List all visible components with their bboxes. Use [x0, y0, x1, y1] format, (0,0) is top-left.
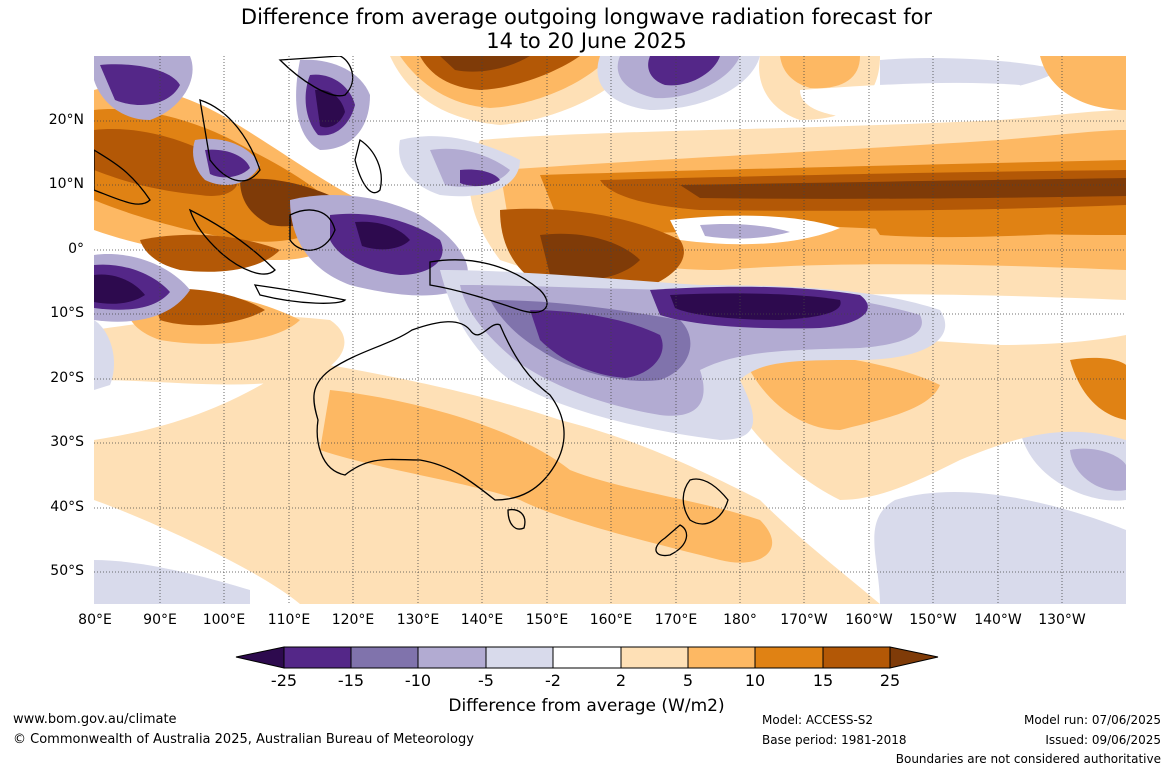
lat-label: 50°S — [50, 563, 84, 579]
colorbar-bin--15--10 — [350, 646, 419, 669]
lon-label: 140°W — [974, 612, 1022, 628]
colorbar-bin--5--2 — [485, 646, 554, 669]
lat-label: 10°N — [48, 176, 84, 192]
sumatra-coastline — [188, 208, 276, 275]
colorbar-title: Difference from average (W/m2) — [448, 696, 725, 716]
coastlines — [94, 56, 729, 557]
model-name: Model: ACCESS-S2 — [762, 713, 874, 727]
anomaly-fields — [94, 56, 1126, 604]
colorbar-tick: 2 — [615, 671, 627, 690]
base-period: Base period: 1981-2018 — [762, 733, 907, 747]
lat-label: 30°S — [50, 434, 84, 450]
lat-label: 10°S — [50, 305, 84, 321]
lon-label: 90°E — [143, 612, 177, 628]
lat-label: 20°N — [48, 112, 84, 128]
lon-label: 170°W — [780, 612, 828, 628]
colorbar-tick: -10 — [404, 671, 432, 690]
positive-anomaly-south — [94, 288, 1126, 604]
gridlines — [94, 56, 1126, 604]
lon-label: 110°E — [267, 612, 311, 628]
borneo-coastline — [289, 209, 336, 251]
colorbar-bin-10-15 — [754, 646, 824, 669]
maritime-continent-fields — [94, 56, 468, 390]
lat-label: 0° — [68, 241, 84, 257]
colorbar-tick: -15 — [337, 671, 365, 690]
colorbar-tick: 10 — [744, 671, 766, 690]
website-link[interactable]: www.bom.gov.au/climate — [13, 712, 177, 727]
colorbar-tick: 15 — [812, 671, 834, 690]
lon-label: 130°E — [396, 612, 440, 628]
colorbar-bin-2-5 — [620, 646, 689, 669]
lon-label: 80°E — [78, 612, 112, 628]
new-zealand-coastline — [655, 478, 729, 557]
positive-anomaly-equatorial — [469, 110, 1126, 300]
lon-label: 120°E — [331, 612, 375, 628]
colorbar-bin-15-25 — [822, 646, 891, 669]
title-line-1: Difference from average outgoing longwav… — [240, 5, 933, 29]
lon-label: 130°W — [1038, 612, 1086, 628]
title-line-2: 14 to 20 June 2025 — [486, 29, 687, 53]
north-pacific-fields — [390, 56, 1126, 197]
colorbar-bin-below--25 — [235, 646, 285, 669]
colorbar-bin--25--15 — [283, 646, 352, 669]
lon-label: 100°E — [202, 612, 246, 628]
lat-label: 40°S — [50, 499, 84, 515]
model-run-date: Model run: 07/06/2025 — [1023, 713, 1161, 727]
boundaries-disclaimer: Boundaries are not considered authoritat… — [895, 752, 1161, 766]
lon-label: 180° — [723, 612, 757, 628]
negative-anomaly-southeast — [94, 58, 1126, 604]
colorbar-tick: 25 — [879, 671, 901, 690]
colorbar-tick: -5 — [478, 671, 494, 690]
copyright-text: © Commonwealth of Australia 2025, Austra… — [13, 732, 474, 747]
colorbar-tick: -2 — [545, 671, 561, 690]
neutral-zone — [800, 82, 1020, 120]
australia-coastline — [313, 321, 565, 501]
colorbar-bin-above-25 — [889, 646, 939, 669]
colorbar-tick: -25 — [270, 671, 298, 690]
anomaly-map — [94, 56, 1126, 669]
lon-label: 150°E — [525, 612, 569, 628]
java-coastline — [253, 284, 347, 304]
philippines-coastline — [354, 138, 382, 194]
lon-label: 160°W — [845, 612, 893, 628]
colorbar — [235, 646, 939, 669]
lon-label: 140°E — [460, 612, 504, 628]
negative-anomaly-coral-sea — [440, 270, 946, 440]
colorbar-bin--2-2 — [552, 646, 622, 669]
colorbar-bin-5-10 — [687, 646, 756, 669]
colorbar-bin--10--5 — [417, 646, 487, 669]
lon-label: 160°E — [589, 612, 633, 628]
issued-date: Issued: 09/06/2025 — [1045, 733, 1161, 747]
colorbar-tick: 5 — [682, 671, 694, 690]
lat-label: 20°S — [50, 370, 84, 386]
lon-label: 150°W — [909, 612, 957, 628]
tasmania-coastline — [507, 508, 526, 530]
new-guinea-coastline — [429, 259, 548, 314]
lon-label: 170°E — [654, 612, 698, 628]
